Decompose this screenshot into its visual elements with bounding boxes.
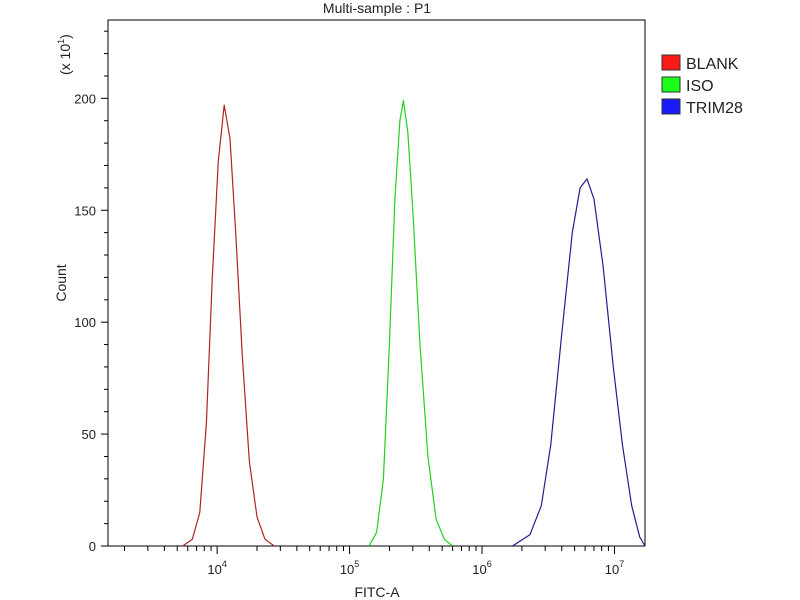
legend-swatch-blank bbox=[661, 54, 681, 71]
x-tick-base: 10 bbox=[207, 562, 221, 577]
x-tick-exponent: 4 bbox=[222, 559, 227, 569]
chart-title: Multi-sample : P1 bbox=[323, 0, 431, 16]
plot-frame bbox=[107, 19, 646, 547]
y-tick-label: 150 bbox=[74, 203, 96, 218]
x-tick-label: 105 bbox=[340, 559, 359, 577]
y-scale-prefix: (x 10 bbox=[57, 44, 73, 75]
legend-label-trim28: TRIM28 bbox=[686, 100, 743, 117]
legend-swatch-trim28 bbox=[661, 98, 681, 115]
y-tick-label: 50 bbox=[82, 427, 96, 442]
y-tick-label: 0 bbox=[89, 539, 96, 554]
y-scale-note: (x 101) bbox=[56, 34, 73, 75]
x-tick-label: 104 bbox=[207, 559, 226, 577]
legend: BLANK ISO TRIM28 bbox=[661, 54, 743, 117]
x-tick-exponent: 7 bbox=[619, 559, 624, 569]
y-axis: 0 50 100 150 200 bbox=[74, 30, 108, 554]
x-tick-label: 106 bbox=[472, 559, 491, 577]
y-tick-label: 200 bbox=[74, 91, 96, 106]
legend-label-iso: ISO bbox=[686, 78, 714, 95]
series-line-blank bbox=[182, 104, 275, 547]
x-tick-label: 107 bbox=[605, 559, 624, 577]
x-tick-exponent: 5 bbox=[354, 559, 359, 569]
x-axis-label: FITC-A bbox=[354, 584, 400, 600]
x-tick-base: 10 bbox=[340, 562, 354, 577]
x-tick-base: 10 bbox=[605, 562, 619, 577]
x-axis: 104 105 106 107 bbox=[124, 546, 624, 577]
series-line-trim28 bbox=[512, 178, 646, 547]
y-scale-exp: 1 bbox=[56, 39, 66, 44]
y-axis-label: Count bbox=[53, 264, 69, 301]
y-scale-suffix: ) bbox=[57, 34, 73, 39]
x-tick-base: 10 bbox=[472, 562, 486, 577]
legend-swatch-iso bbox=[661, 76, 681, 93]
x-tick-exponent: 6 bbox=[487, 559, 492, 569]
series-line-iso bbox=[368, 100, 453, 547]
series-layer bbox=[182, 100, 646, 547]
y-tick-label: 100 bbox=[74, 315, 96, 330]
legend-label-blank: BLANK bbox=[686, 56, 739, 73]
